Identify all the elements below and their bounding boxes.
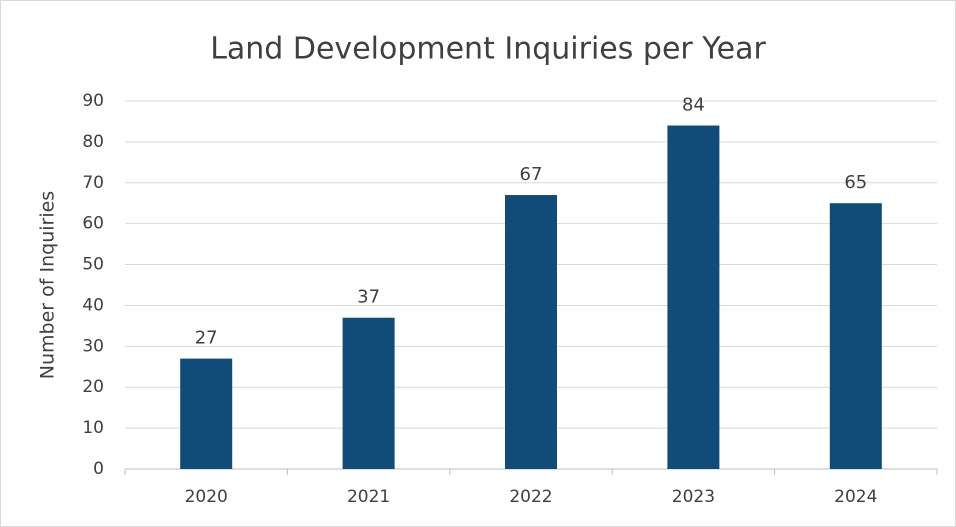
x-tick-label: 2024 — [834, 487, 877, 507]
bar — [505, 195, 557, 470]
chart-title: Land Development Inquiries per Year — [210, 32, 766, 67]
bar — [180, 358, 233, 469]
y-tick-label: 30 — [82, 336, 104, 356]
data-label: 65 — [844, 172, 867, 193]
y-tick-label: 20 — [82, 377, 104, 397]
y-tick-label: 60 — [82, 214, 104, 234]
x-tick-label: 2021 — [347, 487, 390, 507]
y-tick-label: 70 — [82, 173, 104, 193]
x-tick-label: 2022 — [509, 487, 552, 507]
x-tick-label: 2023 — [672, 487, 715, 507]
data-label: 27 — [195, 328, 218, 349]
y-tick-label: 0 — [93, 459, 104, 479]
bar — [829, 203, 882, 469]
x-tick-label: 2020 — [185, 487, 228, 507]
data-label: 67 — [520, 164, 543, 185]
data-label: 37 — [357, 287, 380, 308]
bar — [667, 125, 720, 470]
y-tick-label: 80 — [82, 132, 104, 152]
y-tick-label: 10 — [82, 418, 104, 438]
y-tick-label: 50 — [82, 255, 104, 275]
bar — [342, 317, 395, 469]
y-axis-label: Number of Inquiries — [37, 191, 59, 379]
y-tick-label: 40 — [82, 295, 104, 315]
data-label: 84 — [682, 95, 705, 116]
y-tick-label: 90 — [82, 91, 104, 111]
